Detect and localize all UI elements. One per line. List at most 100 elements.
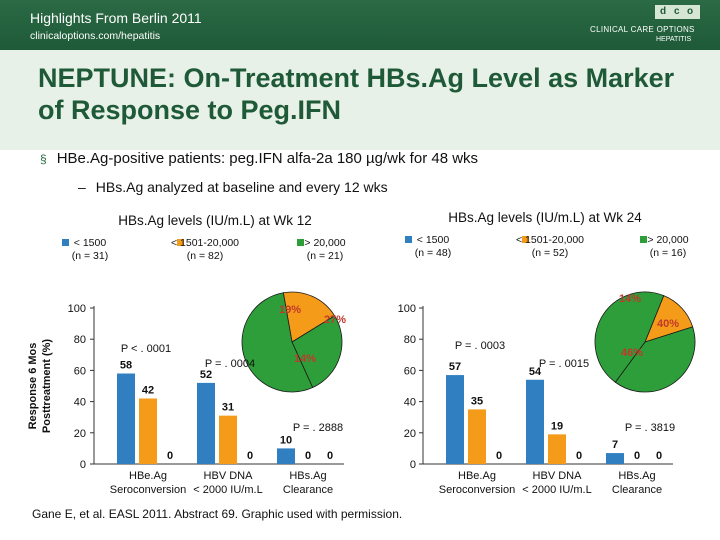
x-category-label-line1: HBV DNA	[533, 470, 583, 482]
logo-text: CLINICAL CARE OPTIONS	[590, 25, 695, 34]
square-bullet-icon: §	[40, 152, 47, 166]
x-category-label-line1: HBe.Ag	[129, 470, 167, 482]
bar	[548, 434, 566, 464]
bar-value-label: 54	[529, 366, 542, 378]
bar-value-label: 10	[280, 434, 292, 446]
legend-swatch	[62, 239, 69, 246]
bar	[468, 409, 486, 464]
chart-title: HBs.Ag levels (IU/m.L) at Wk 12	[118, 213, 312, 228]
y-tick-label: 60	[404, 365, 416, 377]
legend-swatch	[177, 239, 184, 246]
x-category-label-line2: Seroconversion	[439, 484, 515, 496]
legend-swatch	[640, 236, 647, 243]
bar	[139, 398, 157, 464]
p-value-label: P = . 0015	[539, 358, 589, 370]
x-category-label-line2: < 2000 IU/m.L	[522, 484, 591, 496]
bullet-item: § HBe.Ag-positive patients: peg.IFN alfa-…	[40, 150, 478, 167]
bar-value-label: 35	[471, 395, 483, 407]
sub-bullet-item: – HBs.Ag analyzed at baseline and every 1…	[78, 179, 388, 195]
pie-slice	[614, 326, 696, 393]
bar-value-label: 52	[200, 369, 212, 381]
header-title: Highlights From Berlin 2011	[30, 10, 202, 26]
y-tick-label: 20	[74, 428, 86, 440]
slide-title: NEPTUNE: On-Treatment HBs.Ag Level as Ma…	[38, 63, 675, 125]
bar	[197, 382, 215, 464]
y-tick-label: 0	[80, 459, 86, 471]
legend-n: (n = 82)	[187, 250, 223, 262]
p-value-label: P = . 3819	[625, 422, 675, 434]
header-url: clinicaloptions.com/hepatitis	[30, 30, 161, 42]
pie-slice-label: 19%	[279, 304, 301, 316]
legend-n: (n = 52)	[532, 247, 568, 259]
legend-label: < 1500	[417, 234, 450, 246]
pie-slice	[291, 315, 343, 389]
bar	[606, 453, 624, 464]
bar-value-label: 0	[327, 450, 333, 462]
x-category-label-line2: Clearance	[612, 484, 662, 496]
legend-label: > 20,000	[304, 237, 345, 249]
bar-value-label: 0	[634, 450, 640, 462]
bar-value-label: 58	[120, 360, 132, 372]
pie-slice-label: 40%	[657, 318, 679, 330]
dco-logo-badge: d c o	[655, 5, 700, 19]
legend-n: (n = 48)	[415, 247, 451, 259]
legend-label: < 1501-20,000	[171, 237, 239, 249]
p-value-label: P = . 0004	[205, 358, 255, 370]
y-tick-label: 0	[410, 459, 416, 471]
y-tick-label: 40	[404, 397, 416, 409]
logo-subtext: HEPATITIS	[656, 36, 692, 43]
x-category-label-line2: Clearance	[283, 484, 333, 496]
logo-letter-o: o	[687, 6, 694, 17]
y-tick-label: 80	[404, 334, 416, 346]
x-category-label-line2: Seroconversion	[110, 484, 186, 496]
x-category-label-line1: HBe.Ag	[458, 470, 496, 482]
legend-swatch	[522, 236, 529, 243]
title-band	[0, 50, 720, 150]
logo-letter-d: d	[660, 6, 667, 17]
p-value-label: P < . 0001	[121, 343, 171, 355]
logo-letter-c: c	[674, 6, 680, 17]
bar-value-label: 0	[656, 450, 662, 462]
bar-value-label: 0	[496, 450, 502, 462]
bar-value-label: 0	[247, 450, 253, 462]
bar-value-label: 7	[612, 439, 618, 451]
dash-bullet-icon: –	[78, 179, 86, 195]
x-category-label-line1: HBs.Ag	[289, 470, 326, 482]
bar-value-label: 57	[449, 361, 461, 373]
x-category-label-line1: HBs.Ag	[618, 470, 655, 482]
bar	[526, 379, 544, 464]
x-category-label-line2: < 2000 IU/m.L	[193, 484, 262, 496]
y-tick-label: 20	[404, 428, 416, 440]
bar	[117, 373, 135, 464]
y-axis-label-line1: Response 6 Mos	[27, 343, 39, 430]
y-tick-label: 60	[74, 365, 86, 377]
bar	[277, 448, 295, 464]
pie-slice-label: 14%	[619, 293, 641, 305]
y-axis-label: Response 6 Mos Posttreatment (%)	[27, 339, 53, 433]
y-tick-label: 100	[68, 303, 86, 315]
bar-value-label: 0	[167, 450, 173, 462]
y-tick-label: 100	[398, 303, 416, 315]
legend-n: (n = 21)	[307, 250, 343, 262]
slide-header: Highlights From Berlin 2011 clinicalopti…	[0, 0, 720, 50]
legend-label: < 1501-20,000	[516, 234, 584, 246]
pie-slice	[594, 291, 665, 383]
p-value-label: P = . 2888	[293, 422, 343, 434]
y-tick-label: 40	[74, 397, 86, 409]
legend-label: < 1500	[74, 237, 107, 249]
legend-n: (n = 31)	[72, 250, 108, 262]
bar-value-label: 0	[305, 450, 311, 462]
bullet-text: HBe.Ag-positive patients: peg.IFN alfa-2…	[56, 150, 479, 167]
chart-title: HBs.Ag levels (IU/m.L) at Wk 24	[448, 210, 642, 225]
pie-slice-label: 14%	[294, 353, 316, 365]
sub-bullet-text: HBs.Ag analyzed at baseline and every 12…	[95, 179, 388, 195]
bar-value-label: 31	[222, 402, 234, 414]
pie-slice-label: 27%	[324, 314, 346, 326]
bar-value-label: 19	[551, 420, 563, 432]
pie-slice-label: 46%	[621, 347, 643, 359]
pie-slice	[282, 291, 336, 343]
legend-n: (n = 16)	[650, 247, 686, 259]
p-value-label: P = . 0003	[455, 340, 505, 352]
bar	[446, 375, 464, 464]
